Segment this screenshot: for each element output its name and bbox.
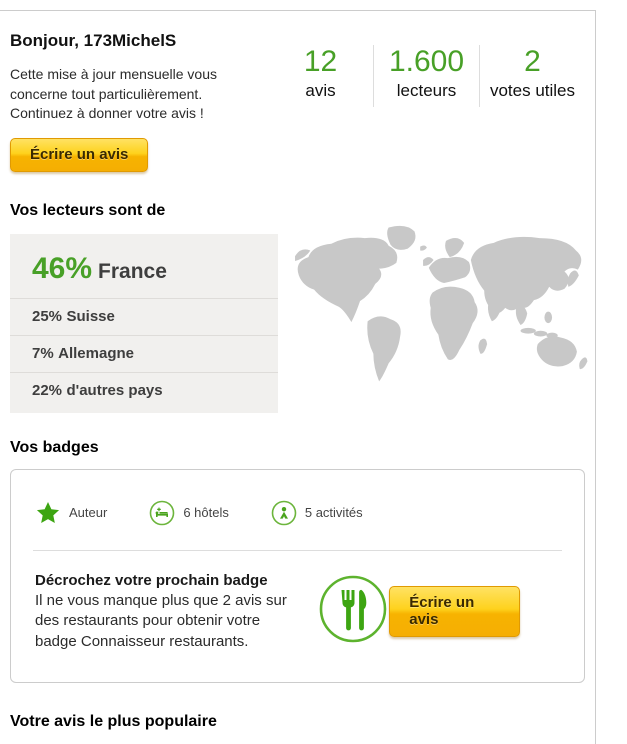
badges-section: Vos badges Auteur <box>10 439 585 683</box>
badge-label: Auteur <box>69 505 108 521</box>
restaurant-fork-knife-icon <box>317 573 389 650</box>
badge-label: 5 activités <box>304 505 363 521</box>
earned-badges-row: Auteur 6 hôtels <box>27 486 568 536</box>
readers-breakdown-box: 46% France 25% Suisse 7% Allemagne 22% d'… <box>10 233 278 413</box>
reader-row-autres: 22% d'autres pays <box>10 373 278 409</box>
stat-reviews-value: 12 <box>303 45 338 78</box>
readers-section: Vos lecteurs sont de 46% France 25% Suiss… <box>10 201 588 413</box>
reader-percent: 22% <box>32 381 63 399</box>
badge-label: 6 hôtels <box>183 505 229 521</box>
activities-icon <box>271 500 297 526</box>
intro-message: Cette mise à jour mensuelle vous concern… <box>10 66 217 122</box>
popular-review-section: Votre avis le plus populaire "Famille bi… <box>10 713 585 744</box>
next-badge-text: Décrochez votre prochain badge Il ne vou… <box>35 571 305 652</box>
next-badge-description: Il ne vous manque plus que 2 avis sur de… <box>35 592 287 650</box>
greeting-title: Bonjour, 173MichelS <box>10 31 177 50</box>
reader-country: d'autres pays <box>66 381 163 399</box>
reader-percent: 25% <box>32 307 63 325</box>
world-map-image <box>295 225 588 382</box>
reader-percent: 46% <box>32 251 93 285</box>
badges-card: Auteur 6 hôtels <box>10 468 585 683</box>
badge-auteur: Auteur <box>35 500 107 526</box>
reader-country: Suisse <box>66 307 115 325</box>
stat-reviews-label: avis <box>305 81 336 100</box>
hotel-bed-icon <box>149 500 175 526</box>
stat-helpful-votes: 2 votes utiles <box>479 45 585 107</box>
reader-country: Allemagne <box>58 344 134 362</box>
next-badge-row: Décrochez votre prochain badge Il ne vou… <box>27 551 568 666</box>
write-review-button[interactable]: Écrire un avis <box>10 137 149 172</box>
badge-activities: 5 activités <box>271 500 363 526</box>
next-badge-button-wrap: Écrire un avis <box>389 585 520 637</box>
reader-row-france: 46% France <box>10 238 278 299</box>
readers-section-title: Vos lecteurs sont de <box>10 201 166 219</box>
popular-review-section-title: Votre avis le plus populaire <box>10 712 217 730</box>
stats-row: 12 avis 1.600 lecteurs 2 votes utiles <box>268 45 585 107</box>
stat-helpful-votes-label: votes utiles <box>489 81 576 100</box>
stat-readers-label: lecteurs <box>396 81 457 100</box>
next-badge-title: Décrochez votre prochain badge <box>35 571 268 589</box>
badges-section-title: Vos badges <box>10 438 99 456</box>
badge-hotels: 6 hôtels <box>149 500 229 526</box>
stat-readers: 1.600 lecteurs <box>373 45 479 107</box>
stat-helpful-votes-value: 2 <box>524 45 541 78</box>
star-icon <box>35 500 61 526</box>
stat-readers-value: 1.600 <box>388 45 465 78</box>
stat-reviews: 12 avis <box>268 45 373 107</box>
reader-row-allemagne: 7% Allemagne <box>10 336 278 373</box>
header-section: Bonjour, 173MichelS Cette mise à jour me… <box>10 31 585 172</box>
reader-percent: 7% <box>32 344 54 362</box>
reader-country: France <box>98 259 167 283</box>
badges-divider <box>33 549 562 551</box>
header-left: Bonjour, 173MichelS Cette mise à jour me… <box>10 31 268 172</box>
write-review-button-2[interactable]: Écrire un avis <box>389 585 520 637</box>
newsletter-panel: Bonjour, 173MichelS Cette mise à jour me… <box>0 10 596 744</box>
reader-row-suisse: 25% Suisse <box>10 299 278 336</box>
